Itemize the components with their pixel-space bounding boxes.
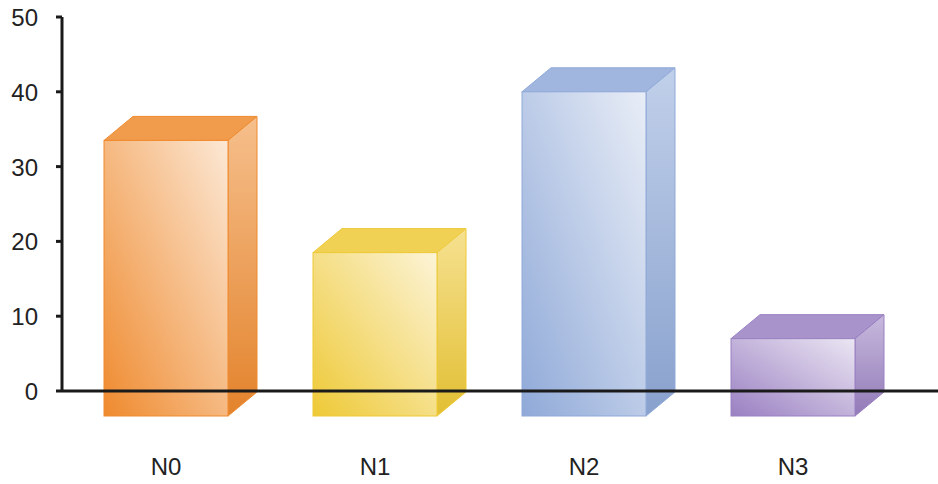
chart-svg: N0 N1 N2 N3 0 10 20 30 40 50 — [0, 0, 938, 484]
bar-side — [646, 68, 675, 416]
y-tick-label: 50 — [11, 4, 38, 31]
bar — [731, 339, 855, 416]
x-axis-line — [62, 390, 938, 393]
bar-group — [522, 68, 675, 416]
y-tick — [56, 90, 62, 93]
y-tick — [56, 315, 62, 318]
bar-side — [228, 116, 257, 416]
y-tick-label: 20 — [11, 228, 38, 255]
bar-group — [731, 315, 884, 416]
y-tick-label: 0 — [25, 378, 38, 405]
bar-side — [855, 315, 884, 416]
bars — [104, 68, 884, 416]
y-tick-label: 40 — [11, 79, 38, 106]
x-tick-label: N3 — [778, 453, 809, 480]
bar — [522, 92, 646, 416]
bar — [104, 140, 228, 416]
y-axis-line — [61, 17, 64, 391]
y-tick — [56, 240, 62, 243]
x-tick-label: N1 — [360, 453, 391, 480]
y-tick-label: 30 — [11, 154, 38, 181]
bar-group — [313, 229, 466, 416]
y-tick — [56, 165, 62, 168]
y-tick — [56, 16, 62, 19]
bar-group — [104, 116, 257, 416]
y-tick — [56, 390, 62, 393]
y-tick-label: 10 — [11, 303, 38, 330]
x-tick-label: N0 — [151, 453, 182, 480]
bar-side — [437, 229, 466, 416]
chart-container: N0 N1 N2 N3 0 10 20 30 40 50 — [0, 0, 938, 484]
x-tick-label: N2 — [569, 453, 600, 480]
